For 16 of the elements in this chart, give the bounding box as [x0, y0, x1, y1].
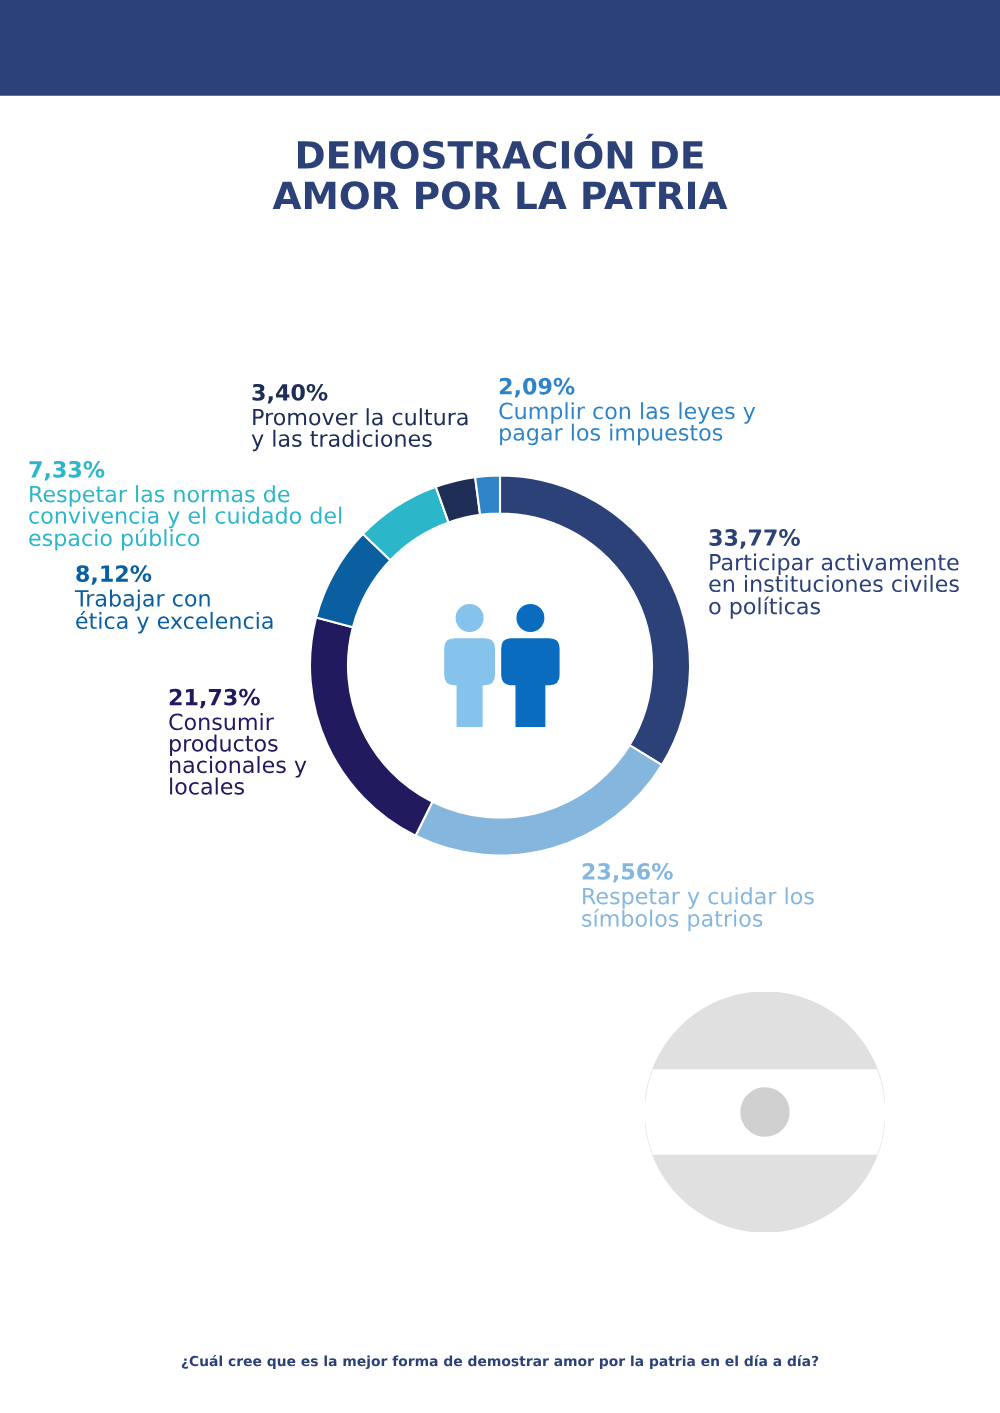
data-label: 3,40%	[252, 383, 328, 404]
slice-label: Respetar las normas de convivencia y el cuidado del espacio público	[29, 485, 342, 551]
slice-label: Promover la cultura y las tradiciones	[251, 408, 468, 452]
data-label: 33,77%	[709, 529, 800, 549]
slice-label: Cumplir con las leyes y pagar los impuestos	[499, 402, 756, 446]
slice-label: Consumir productos nacionales y locales	[169, 713, 307, 795]
slice-label: Respetar y cuidar los símbolos patrios	[582, 887, 814, 932]
chart-title: DEMOSTRACIÓN DE AMOR POR LA PATRIA	[272, 133, 728, 210]
data-label: 2,09%	[499, 377, 575, 398]
data-label: 7,33%	[29, 460, 105, 481]
data-label: 21,73%	[169, 688, 260, 709]
slice-label: Trabajar con ética y excelencia	[74, 589, 273, 634]
text: ¿Cuál cree que es la mejor forma de demostrar amor por la patria en el día a día?	[181, 1354, 819, 1370]
data-label: 23,56%	[582, 862, 673, 883]
slice-label: Participar activamente en instituciones civiles o políticas	[709, 553, 959, 619]
data-label: 8,12%	[76, 565, 152, 585]
